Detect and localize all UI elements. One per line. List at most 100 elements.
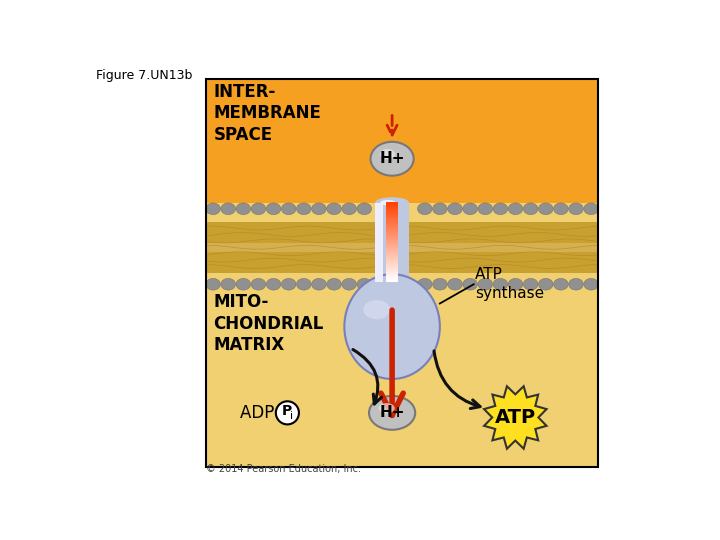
Bar — [386, 280, 398, 282]
Bar — [206, 79, 598, 467]
Ellipse shape — [297, 279, 311, 290]
Ellipse shape — [266, 203, 281, 214]
Ellipse shape — [282, 279, 296, 290]
Ellipse shape — [342, 203, 356, 214]
Bar — [386, 216, 398, 219]
Text: ADP +: ADP + — [240, 404, 298, 422]
Ellipse shape — [463, 279, 477, 290]
Text: i: i — [290, 411, 294, 421]
Ellipse shape — [554, 203, 568, 214]
Ellipse shape — [221, 203, 235, 214]
Ellipse shape — [363, 300, 390, 319]
Bar — [386, 238, 398, 240]
Bar — [386, 274, 398, 276]
Bar — [386, 206, 398, 208]
Ellipse shape — [327, 203, 341, 214]
Bar — [386, 258, 398, 260]
Bar — [386, 246, 398, 248]
Ellipse shape — [478, 203, 492, 214]
Bar — [375, 202, 409, 282]
Ellipse shape — [584, 203, 598, 214]
Ellipse shape — [448, 203, 462, 214]
Text: Figure 7.UN13b: Figure 7.UN13b — [96, 70, 193, 83]
Bar — [386, 220, 398, 222]
Text: H+: H+ — [379, 151, 405, 166]
Bar — [386, 222, 398, 225]
Bar — [386, 218, 398, 220]
Bar — [386, 250, 398, 252]
Bar — [386, 254, 398, 256]
Ellipse shape — [418, 203, 432, 214]
Ellipse shape — [369, 396, 415, 430]
Bar — [206, 79, 598, 204]
Bar — [386, 256, 398, 258]
Ellipse shape — [508, 203, 523, 214]
Ellipse shape — [584, 279, 598, 290]
Ellipse shape — [375, 278, 409, 287]
Ellipse shape — [493, 279, 508, 290]
Bar — [386, 204, 398, 207]
Bar — [386, 232, 398, 234]
Bar — [386, 212, 398, 214]
Circle shape — [276, 401, 299, 424]
Ellipse shape — [380, 200, 395, 205]
Ellipse shape — [554, 279, 568, 290]
Ellipse shape — [357, 279, 372, 290]
Ellipse shape — [493, 203, 508, 214]
Ellipse shape — [433, 203, 447, 214]
Text: MITO-
CHONDRIAL
MATRIX: MITO- CHONDRIAL MATRIX — [213, 294, 324, 354]
Bar — [386, 202, 398, 205]
Ellipse shape — [327, 279, 341, 290]
Bar — [375, 202, 383, 282]
Bar — [386, 228, 398, 231]
Ellipse shape — [463, 203, 477, 214]
Ellipse shape — [236, 203, 251, 214]
Bar — [386, 268, 398, 270]
Ellipse shape — [371, 142, 414, 176]
Text: © 2014 Pearson Education, Inc.: © 2014 Pearson Education, Inc. — [206, 464, 361, 475]
Bar — [386, 278, 398, 280]
Bar — [386, 208, 398, 211]
Ellipse shape — [266, 279, 281, 290]
Bar — [386, 214, 398, 217]
Ellipse shape — [379, 403, 395, 413]
Polygon shape — [484, 386, 546, 449]
Ellipse shape — [569, 203, 583, 214]
Ellipse shape — [221, 279, 235, 290]
Ellipse shape — [357, 203, 372, 214]
Bar — [386, 264, 398, 266]
Ellipse shape — [251, 203, 266, 214]
Ellipse shape — [282, 203, 296, 214]
Bar — [386, 252, 398, 254]
Bar — [386, 242, 398, 244]
Bar — [386, 244, 398, 246]
Bar — [386, 230, 398, 232]
Bar — [386, 226, 398, 228]
Ellipse shape — [375, 197, 409, 208]
Ellipse shape — [236, 279, 251, 290]
Ellipse shape — [539, 279, 553, 290]
Bar — [386, 272, 398, 274]
Ellipse shape — [523, 203, 538, 214]
Text: ATP: ATP — [495, 408, 536, 427]
Bar — [386, 269, 398, 272]
Ellipse shape — [539, 203, 553, 214]
Ellipse shape — [342, 279, 356, 290]
Ellipse shape — [418, 279, 432, 290]
Bar — [386, 266, 398, 268]
Ellipse shape — [344, 274, 440, 379]
Ellipse shape — [297, 203, 311, 214]
Bar — [206, 204, 598, 467]
Text: ATP
synthase: ATP synthase — [475, 267, 544, 301]
Bar — [386, 262, 398, 264]
Bar — [386, 234, 398, 237]
FancyArrowPatch shape — [353, 349, 382, 404]
Bar — [206, 222, 598, 273]
Ellipse shape — [433, 279, 447, 290]
FancyArrowPatch shape — [434, 351, 480, 408]
Bar — [386, 248, 398, 250]
Text: H+: H+ — [379, 406, 405, 420]
Ellipse shape — [448, 279, 462, 290]
Bar — [386, 260, 398, 262]
Bar — [206, 242, 598, 252]
